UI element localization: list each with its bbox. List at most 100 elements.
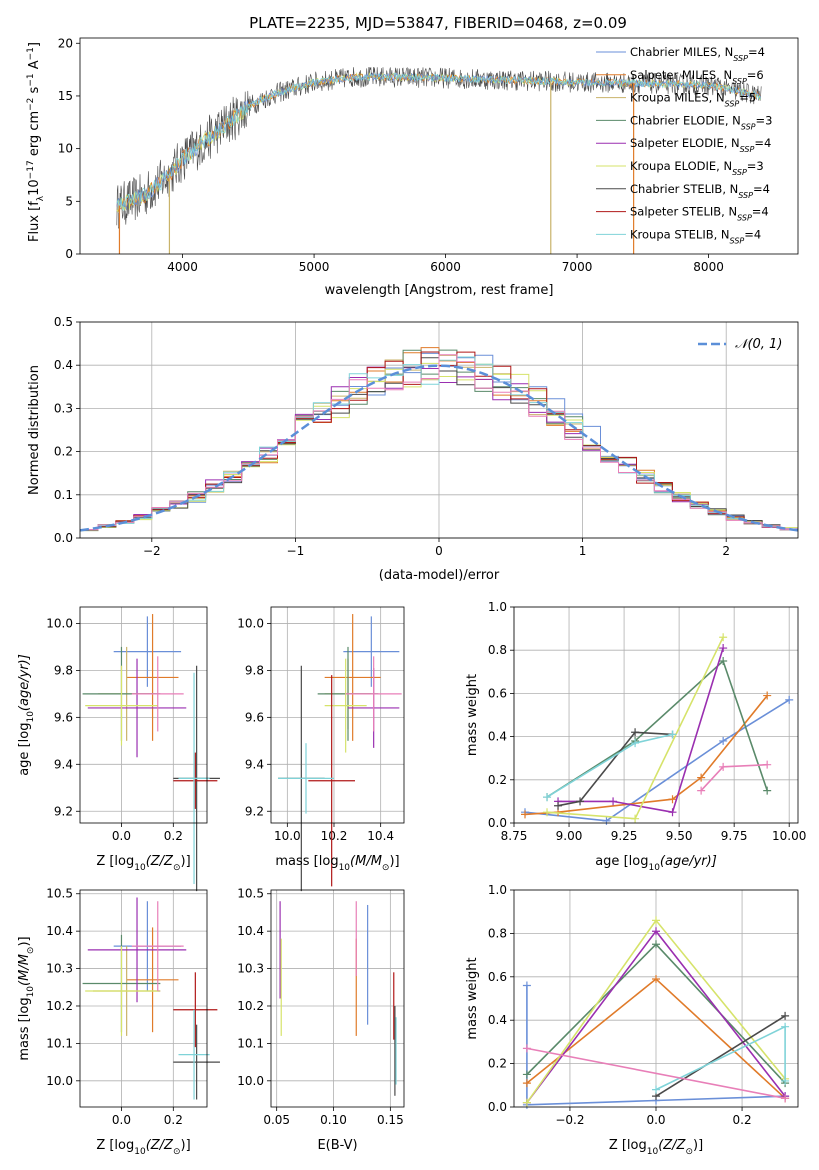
y-tick-label: 9.4 bbox=[245, 757, 264, 771]
x-tick-label: 0.0 bbox=[112, 829, 131, 843]
axes-frame bbox=[79, 37, 799, 255]
legend-entry: Salpeter STELIB, NSSP=4 bbox=[630, 205, 769, 223]
series-line bbox=[546, 659, 768, 798]
data-point bbox=[719, 633, 728, 642]
x-tick-label: 7000 bbox=[562, 260, 593, 274]
x-tick-label: 2 bbox=[722, 544, 730, 558]
x-tick-label: 10.00 bbox=[772, 829, 806, 843]
series-line bbox=[526, 1047, 786, 1100]
y-tick-label: 9.6 bbox=[54, 710, 73, 724]
x-tick-label: 0.0 bbox=[646, 1113, 665, 1127]
x-tick-label: −2 bbox=[143, 544, 161, 558]
data-point bbox=[522, 1044, 531, 1053]
x-tick-label: 0.2 bbox=[164, 1113, 183, 1127]
x-tick-label: 9.75 bbox=[721, 829, 748, 843]
data-point bbox=[697, 786, 706, 795]
legend-entry: Salpeter ELODIE, NSSP=4 bbox=[630, 136, 771, 154]
x-tick-label: 9.25 bbox=[611, 829, 638, 843]
y-tick-label: 9.8 bbox=[245, 663, 264, 677]
x-tick-label: 9.50 bbox=[666, 829, 693, 843]
data-point bbox=[522, 981, 531, 990]
series-line bbox=[655, 1015, 786, 1097]
x-axis-label: Z [log10(Z/Z⊙)] bbox=[96, 1138, 190, 1157]
x-tick-label: 1 bbox=[579, 544, 587, 558]
legend-entry: Chabrier MILES, NSSP=4 bbox=[630, 45, 765, 63]
data-point bbox=[668, 808, 677, 817]
age-vs-mass-panel: 10.0 10.2 10.4 9.2 9.4 9.6 9.8 10.0 mass [log10(… bbox=[237, 606, 405, 892]
x-tick-label: 0.15 bbox=[377, 1113, 404, 1127]
y-axis-label: Normed distribution bbox=[27, 365, 42, 495]
y-tick-label: 10.0 bbox=[237, 1074, 264, 1088]
data-point bbox=[652, 916, 660, 925]
series-line bbox=[558, 647, 724, 814]
data-point bbox=[522, 1098, 531, 1107]
y-tick-label: 0.4 bbox=[54, 358, 73, 372]
x-axis-label: mass [log10(M/M⊙)] bbox=[275, 854, 399, 873]
data-point bbox=[652, 974, 660, 983]
data-point bbox=[781, 1076, 790, 1085]
legend-entry: Kroupa STELIB, NSSP=4 bbox=[630, 227, 761, 245]
y-tick-label: 0.6 bbox=[488, 686, 507, 700]
legend-entry: Chabrier ELODIE, NSSP=3 bbox=[630, 113, 772, 130]
x-axis-label: Z [log10(Z/Z⊙)] bbox=[609, 1138, 703, 1157]
residuals-panel: −2 −1 0 1 2 0.0 0.1 0.2 0.3 0.4 0.5 𝒩(0, 1) (data-mo… bbox=[27, 315, 799, 583]
mass-vs-ebv-panel: 0.05 0.10 0.15 10.0 10.1 10.2 10.3 10.4 10.5 E(B-… bbox=[237, 887, 405, 1153]
x-tick-label: 9.00 bbox=[556, 829, 583, 843]
axes-frame bbox=[513, 606, 799, 824]
x-tick-label: −1 bbox=[287, 544, 305, 558]
data-point bbox=[763, 691, 772, 700]
y-tick-label: 10.2 bbox=[237, 999, 264, 1013]
data-point bbox=[697, 773, 706, 782]
data-point bbox=[763, 786, 772, 795]
data-point bbox=[554, 801, 563, 810]
y-tick-label: 0.0 bbox=[488, 1100, 507, 1114]
x-tick-label: −0.2 bbox=[555, 1113, 584, 1127]
y-axis-label: mass weight bbox=[465, 957, 480, 1039]
y-tick-label: 9.2 bbox=[245, 804, 264, 818]
axes-frame bbox=[79, 321, 799, 539]
y-tick-label: 10.0 bbox=[46, 616, 73, 630]
y-axis-label: age [log10(age/yr)] bbox=[17, 654, 36, 776]
x-tick-label: 8000 bbox=[693, 260, 724, 274]
y-tick-label: 9.8 bbox=[54, 663, 73, 677]
y-tick-label: 10 bbox=[58, 142, 73, 156]
data-point bbox=[719, 644, 728, 653]
series-line bbox=[524, 699, 790, 822]
data-point bbox=[522, 1079, 531, 1088]
data-point bbox=[652, 940, 660, 949]
massweight-vs-z-panel: −0.2 0.0 0.2 0.0 0.2 0.4 0.6 0.8 1.0 Z [log10(Z/Z… bbox=[465, 883, 799, 1157]
y-tick-label: 10.4 bbox=[46, 924, 73, 938]
data-point bbox=[631, 814, 640, 823]
data-point bbox=[763, 760, 772, 769]
y-tick-label: 0.8 bbox=[488, 643, 507, 657]
y-tick-label: 0.2 bbox=[488, 1057, 507, 1071]
legend-entry: Kroupa MILES, NSSP=5 bbox=[630, 91, 756, 109]
x-tick-label: 5000 bbox=[299, 260, 330, 274]
y-tick-label: 10.0 bbox=[46, 1074, 73, 1088]
spectrum-panel: 4000 5000 6000 7000 8000 0 5 10 15 20 Chabrier MIL… bbox=[26, 36, 799, 298]
x-tick-label: 0.10 bbox=[320, 1113, 347, 1127]
x-tick-label: 6000 bbox=[430, 260, 461, 274]
x-axis-label: Z [log10(Z/Z⊙)] bbox=[96, 854, 190, 873]
x-tick-label: 0 bbox=[435, 544, 443, 558]
y-tick-label: 10.3 bbox=[46, 962, 73, 976]
y-tick-label: 1.0 bbox=[488, 600, 507, 614]
x-tick-label: 0.2 bbox=[164, 829, 183, 843]
y-tick-label: 0.0 bbox=[54, 531, 73, 545]
y-tick-label: 0.8 bbox=[488, 926, 507, 940]
series-line bbox=[546, 636, 724, 820]
y-axis-label: mass [log10(M/M⊙)] bbox=[17, 936, 36, 1060]
y-tick-label: 0.0 bbox=[488, 816, 507, 830]
axes-frame bbox=[270, 889, 405, 1108]
data-point bbox=[521, 810, 530, 819]
x-axis-label: (data-model)/error bbox=[379, 568, 500, 583]
data-point bbox=[781, 1094, 790, 1103]
y-tick-label: 0.1 bbox=[54, 488, 73, 502]
y-tick-label: 0.4 bbox=[488, 730, 507, 744]
y-axis-label: Flux [fλ10−17 erg cm−2 s−1 A−1] bbox=[26, 42, 46, 242]
legend-entry: Salpeter MILES, NSSP=6 bbox=[630, 68, 764, 86]
y-tick-label: 10.4 bbox=[237, 924, 264, 938]
mass-vs-z-panel: 0.0 0.2 10.0 10.1 10.2 10.3 10.4 10.5 Z [log10(Z… bbox=[17, 887, 220, 1157]
data-point bbox=[719, 736, 728, 745]
